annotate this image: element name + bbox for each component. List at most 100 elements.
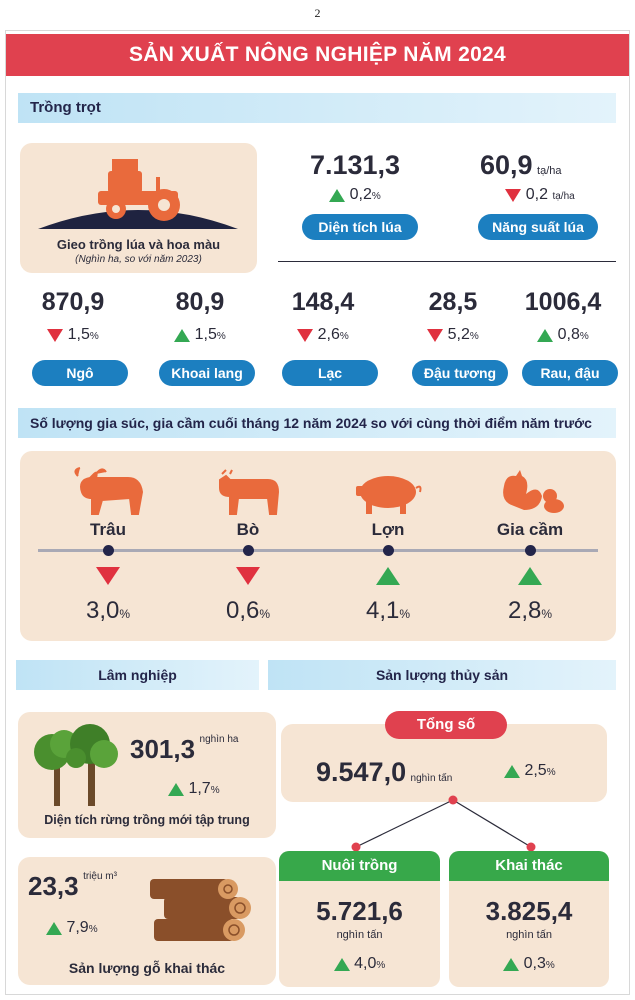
down-arrow-icon [505,188,522,202]
crop-label: Rau, đậu [522,360,618,386]
livestock-timeline [38,549,598,552]
livestock-direction [376,567,400,590]
section-header-fishery: Sản lượng thủy sản [268,660,616,690]
crop-value: 1006,4 [524,288,602,316]
rice-area-change: 0,2% [290,186,420,204]
timber-change: 7,9% [46,919,98,937]
up-arrow-icon [174,328,191,342]
forest-area-label: Diện tích rừng trồng mới tập trung [44,813,250,827]
crop-value: 870,9 [41,288,105,316]
fishery-total-value: 9.547,0 [316,757,407,787]
rice-yield: 60,9 tạ/ha [480,150,620,181]
crop-change-value: 0,8 [557,326,580,343]
capture-unit: nghìn tấn [506,929,552,941]
fishery-connector [351,795,536,852]
timber-label: Sản lượng gỗ khai thác [68,960,226,976]
livestock-change-value: 2,8 [507,597,542,624]
down-arrow-icon [236,567,260,585]
livestock-change-value: 0,6 [225,597,260,624]
aquaculture-unit: nghìn tấn [336,929,383,941]
up-arrow-icon [46,921,62,935]
rice-area-label: Diện tích lúa [302,214,418,240]
page-title: SẢN XUẤT NÔNG NGHIỆP NĂM 2024 [6,34,629,76]
percent-sign: % [339,331,349,342]
capture-change-value: 0,3 [523,955,546,972]
percent-sign: % [259,607,271,621]
crop-intro-title: Gieo trồng lúa và hoa màu [56,237,221,252]
page-number: 2 [314,6,321,20]
rice-area-change-value: 0,2 [349,186,372,203]
crop-change: 1,5% [18,326,128,344]
rice-yield-label: Năng suất lúa [478,214,598,240]
crop-label: Đậu tương [412,360,508,386]
section-header-forestry: Lâm nghiệp [16,660,259,690]
tree-icon [34,724,118,806]
crop-change: 0,8% [508,326,618,344]
capture-card: Khai thác 3.825,4 nghìn tấn 0,3% [449,851,609,987]
crop-value: 80,9 [175,288,225,316]
livestock-direction [518,567,542,590]
crop-intro-card: Gieo trồng lúa và hoa màu (Nghìn ha, so … [20,143,257,273]
capture-change: 0,3% [449,955,609,973]
down-arrow-icon [427,328,444,342]
up-arrow-icon [168,782,184,796]
crop-change: 1,5% [145,326,255,344]
crop-label: Ngô [32,360,128,386]
up-arrow-icon [503,957,520,971]
percent-sign: % [376,960,386,971]
up-arrow-icon [329,188,346,202]
fishery-total-change-value: 2,5 [524,762,547,779]
up-arrow-icon [376,567,400,585]
capture-label: Khai thác [449,851,609,881]
crop-change: 2,6% [268,326,378,344]
crop-change-value: 1,5 [67,326,90,343]
livestock-direction [96,567,120,590]
rice-yield-change-unit: tạ/ha [552,191,575,203]
log-pile-icon [150,879,251,941]
aquaculture-value: 5.721,6 [316,896,403,926]
fishery-total: 9.547,0 nghìn tấn [316,757,452,788]
section-header-trong-trot: Trồng trọt [18,93,616,123]
percent-sign: % [88,924,98,935]
livestock-change: 0,6% [188,597,308,625]
forest-area-value: 301,3 [130,734,196,764]
percent-sign: % [546,767,556,778]
percent-sign: % [216,331,226,342]
livestock-label: Trâu [90,520,126,539]
livestock-direction [236,567,260,590]
livestock-change: 2,8% [470,597,590,625]
cow-icon [219,469,280,515]
aquaculture-change: 4,0% [279,955,440,973]
up-arrow-icon [504,764,520,778]
percent-sign: % [89,331,99,342]
timeline-dot [383,545,394,556]
timber-change-value: 7,9 [66,919,89,936]
aquaculture-label: Nuôi trồng [279,851,440,881]
fishery-total-unit: nghìn tấn [410,773,453,784]
livestock-change: 3,0% [48,597,168,625]
percent-sign: % [371,191,381,202]
pig-icon [356,476,422,514]
livestock-label: Bò [236,520,260,539]
timber-value: 23,3 [28,871,79,901]
tractor-icon [38,159,238,229]
rice-yield-change: 0,2 tạ/ha [470,186,610,204]
fishery-total-change: 2,5% [504,762,556,780]
crop-label: Khoai lang [159,360,255,386]
rice-yield-value: 60,9 [480,150,533,180]
forest-area-change: 1,7% [168,780,220,798]
percent-sign: % [399,607,411,621]
buffalo-icon [74,467,144,515]
livestock-label: Lợn [371,520,405,539]
crop-change: 5,2% [398,326,508,344]
aquaculture-change-value: 4,0 [354,955,377,972]
crop-change-value: 5,2 [447,326,470,343]
percent-sign: % [541,607,553,621]
timber-card: 23,3 triệu m³ 7,9% Sản lượng gỗ khai thá… [18,857,276,985]
poultry-icon [503,470,564,513]
up-arrow-icon [537,328,554,342]
down-arrow-icon [47,328,64,342]
timeline-dot [243,545,254,556]
livestock-change: 4,1% [328,597,448,625]
livestock-label: Gia cầm [496,520,564,539]
